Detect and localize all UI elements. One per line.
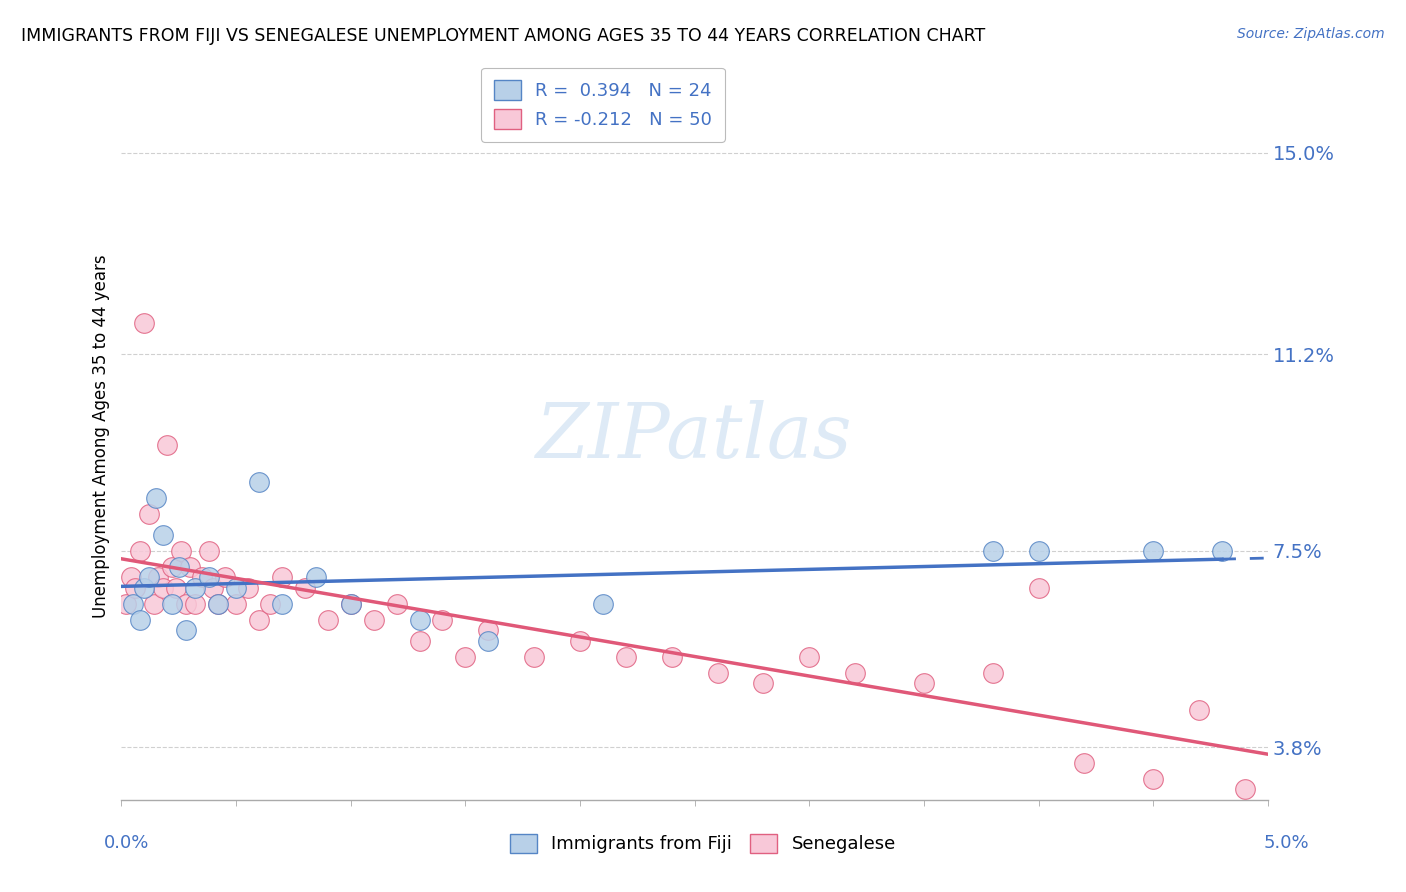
Point bbox=[432, 613, 454, 627]
Point bbox=[385, 597, 408, 611]
Legend: R =  0.394   N = 24, R = -0.212   N = 50: R = 0.394 N = 24, R = -0.212 N = 50 bbox=[481, 68, 725, 142]
Point bbox=[271, 570, 294, 584]
Point bbox=[661, 649, 683, 664]
Point bbox=[844, 665, 866, 680]
Point bbox=[752, 676, 775, 690]
Point bbox=[912, 676, 935, 690]
Point bbox=[138, 507, 160, 521]
Point bbox=[152, 528, 174, 542]
Point bbox=[225, 581, 247, 595]
Point bbox=[706, 665, 728, 680]
Point bbox=[120, 570, 142, 584]
Point bbox=[799, 649, 821, 664]
Point bbox=[1028, 581, 1050, 595]
Point bbox=[174, 624, 197, 638]
Point bbox=[305, 570, 328, 584]
Point bbox=[190, 570, 212, 584]
Point bbox=[592, 597, 614, 611]
Point bbox=[294, 581, 316, 595]
Text: IMMIGRANTS FROM FIJI VS SENEGALESE UNEMPLOYMENT AMONG AGES 35 TO 44 YEARS CORREL: IMMIGRANTS FROM FIJI VS SENEGALESE UNEMP… bbox=[21, 27, 986, 45]
Point bbox=[1233, 782, 1256, 797]
Point bbox=[477, 624, 499, 638]
Point bbox=[134, 316, 156, 330]
Point bbox=[166, 581, 188, 595]
Point bbox=[454, 649, 477, 664]
Point bbox=[160, 597, 183, 611]
Point bbox=[247, 613, 270, 627]
Point bbox=[167, 559, 190, 574]
Text: Source: ZipAtlas.com: Source: ZipAtlas.com bbox=[1237, 27, 1385, 41]
Point bbox=[124, 581, 146, 595]
Point bbox=[225, 597, 247, 611]
Point bbox=[569, 634, 592, 648]
Point bbox=[134, 581, 156, 595]
Point bbox=[138, 570, 160, 584]
Point bbox=[1211, 543, 1233, 558]
Point bbox=[1142, 543, 1164, 558]
Point bbox=[339, 597, 361, 611]
Point bbox=[142, 597, 165, 611]
Point bbox=[1073, 756, 1095, 770]
Point bbox=[207, 597, 229, 611]
Text: 0.0%: 0.0% bbox=[104, 834, 149, 852]
Point bbox=[339, 597, 361, 611]
Point bbox=[477, 634, 499, 648]
Point bbox=[981, 543, 1004, 558]
Point bbox=[184, 597, 207, 611]
Point bbox=[363, 613, 385, 627]
Point bbox=[146, 570, 169, 584]
Point bbox=[981, 665, 1004, 680]
Point bbox=[236, 581, 259, 595]
Point bbox=[614, 649, 637, 664]
Point bbox=[408, 613, 430, 627]
Point bbox=[316, 613, 339, 627]
Point bbox=[170, 543, 193, 558]
Point bbox=[122, 597, 145, 611]
Point bbox=[271, 597, 294, 611]
Point bbox=[207, 597, 229, 611]
Point bbox=[247, 475, 270, 489]
Text: ZIPatlas: ZIPatlas bbox=[536, 400, 853, 474]
Point bbox=[179, 559, 201, 574]
Point bbox=[259, 597, 281, 611]
Point bbox=[214, 570, 236, 584]
Point bbox=[197, 543, 219, 558]
Point bbox=[408, 634, 430, 648]
Point bbox=[160, 559, 183, 574]
Point bbox=[197, 570, 219, 584]
Point bbox=[145, 491, 167, 505]
Point bbox=[1028, 543, 1050, 558]
Legend: Immigrants from Fiji, Senegalese: Immigrants from Fiji, Senegalese bbox=[503, 826, 903, 861]
Point bbox=[152, 581, 174, 595]
Y-axis label: Unemployment Among Ages 35 to 44 years: Unemployment Among Ages 35 to 44 years bbox=[93, 255, 110, 618]
Point bbox=[128, 543, 150, 558]
Text: 5.0%: 5.0% bbox=[1264, 834, 1309, 852]
Point bbox=[1188, 703, 1211, 717]
Point bbox=[115, 597, 138, 611]
Point bbox=[184, 581, 207, 595]
Point bbox=[1142, 772, 1164, 786]
Point bbox=[174, 597, 197, 611]
Point bbox=[202, 581, 225, 595]
Point bbox=[128, 613, 150, 627]
Point bbox=[523, 649, 546, 664]
Point bbox=[156, 437, 179, 451]
